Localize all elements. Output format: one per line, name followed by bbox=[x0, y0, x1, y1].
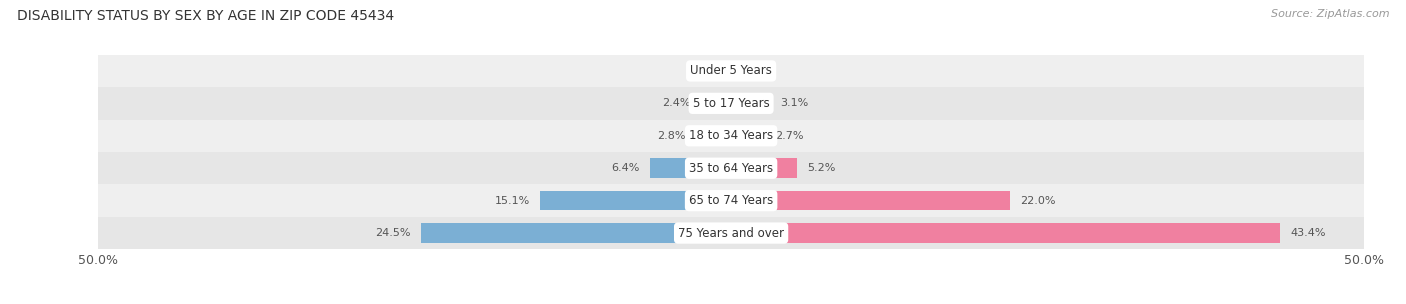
Text: 35 to 64 Years: 35 to 64 Years bbox=[689, 162, 773, 175]
Text: Source: ZipAtlas.com: Source: ZipAtlas.com bbox=[1271, 9, 1389, 19]
Bar bbox=[98, 152, 1364, 185]
Text: 75 Years and over: 75 Years and over bbox=[678, 226, 785, 240]
Bar bbox=[98, 185, 1364, 217]
Text: 0.0%: 0.0% bbox=[693, 66, 721, 76]
Bar bbox=[650, 158, 731, 178]
Text: 22.0%: 22.0% bbox=[1019, 196, 1054, 206]
Bar bbox=[98, 217, 1364, 249]
Bar bbox=[98, 55, 1364, 87]
Text: 15.1%: 15.1% bbox=[495, 196, 530, 206]
Text: 2.8%: 2.8% bbox=[657, 131, 686, 141]
Bar bbox=[731, 191, 1010, 210]
Text: 24.5%: 24.5% bbox=[375, 228, 411, 238]
Text: 6.4%: 6.4% bbox=[612, 163, 640, 173]
Text: DISABILITY STATUS BY SEX BY AGE IN ZIP CODE 45434: DISABILITY STATUS BY SEX BY AGE IN ZIP C… bbox=[17, 9, 394, 23]
Text: 2.4%: 2.4% bbox=[662, 98, 690, 108]
Bar bbox=[731, 158, 797, 178]
Text: 5.2%: 5.2% bbox=[807, 163, 835, 173]
Bar bbox=[98, 119, 1364, 152]
Text: 65 to 74 Years: 65 to 74 Years bbox=[689, 194, 773, 207]
Bar bbox=[731, 126, 765, 146]
Text: Under 5 Years: Under 5 Years bbox=[690, 64, 772, 78]
Text: 43.4%: 43.4% bbox=[1291, 228, 1326, 238]
Bar bbox=[98, 87, 1364, 119]
Bar bbox=[731, 223, 1281, 243]
Bar bbox=[731, 94, 770, 113]
Bar bbox=[540, 191, 731, 210]
Text: 18 to 34 Years: 18 to 34 Years bbox=[689, 129, 773, 142]
Text: 2.7%: 2.7% bbox=[776, 131, 804, 141]
Text: 3.1%: 3.1% bbox=[780, 98, 808, 108]
Bar bbox=[696, 126, 731, 146]
Text: 5 to 17 Years: 5 to 17 Years bbox=[693, 97, 769, 110]
Text: 0.0%: 0.0% bbox=[741, 66, 769, 76]
Bar bbox=[420, 223, 731, 243]
Bar bbox=[700, 94, 731, 113]
